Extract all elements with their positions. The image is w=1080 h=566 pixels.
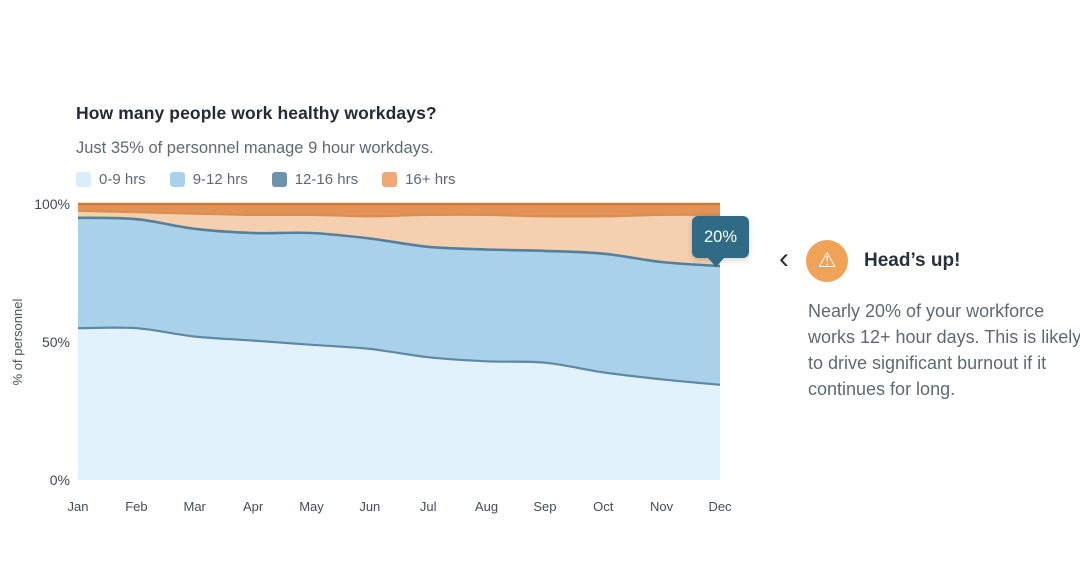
area-edge [77,216,721,268]
legend-swatch [169,172,185,187]
area-edge [77,209,721,218]
legend-item[interactable]: 16+ hrs [382,171,456,188]
legend-label: 16+ hrs [405,171,456,188]
x-tick-label: Oct [593,499,614,514]
legend-swatch [382,172,398,187]
insight-body: Nearly 20% of your workforce works 12+ h… [808,301,1080,399]
chart-legend: 0-9 hrs 9-12 hrs 12-16 hrs 16+ hrs [76,171,456,188]
stacked-area-chart[interactable]: 0% 50% 100% % of personnel Jan Feb Mar Apr May Ju… [0,0,760,566]
chart-tooltip-value: 20% [703,227,738,246]
legend-label: 0-9 hrs [99,171,146,188]
y-tick-label: 100% [34,196,70,212]
x-tick-label: Jan [68,499,89,514]
legend-label: 9-12 hrs [192,171,248,188]
warning-icon: ⚠ [806,240,848,282]
area-edge [77,326,721,386]
x-tick-label: Mar [184,499,207,514]
warning-triangle-glyph: ⚠ [817,248,837,272]
y-axis-label: % of personnel [10,299,25,386]
x-tick-label: Feb [125,499,147,514]
chart-tooltip: 20% [692,216,749,267]
x-tick-label: May [299,499,324,514]
chart-title: How many people work healthy workdays? [76,103,437,123]
x-tick-label: Sep [533,499,556,514]
legend-label: 12-16 hrs [294,171,359,188]
legend-item[interactable]: 12-16 hrs [271,171,359,188]
chart-subtitle: Just 35% of personnel manage 9 hour work… [76,139,434,157]
legend-swatch [76,172,91,187]
legend-item[interactable]: 0-9 hrs [76,171,146,188]
x-tick-label: Jul [420,499,437,514]
legend-item[interactable]: 9-12 hrs [169,171,248,188]
x-tick-label: Aug [475,499,498,514]
x-tick-label: Jun [359,499,380,514]
x-tick-label: Dec [708,499,732,514]
legend-swatch [271,172,287,187]
x-tick-label: Nov [650,499,674,514]
insight-prev-button[interactable]: ‹ [779,242,789,275]
y-tick-label: 0% [50,472,70,488]
y-tick-label: 50% [42,334,70,350]
insight-heading: Head’s up! [864,250,961,271]
x-tick-label: Apr [243,499,264,514]
